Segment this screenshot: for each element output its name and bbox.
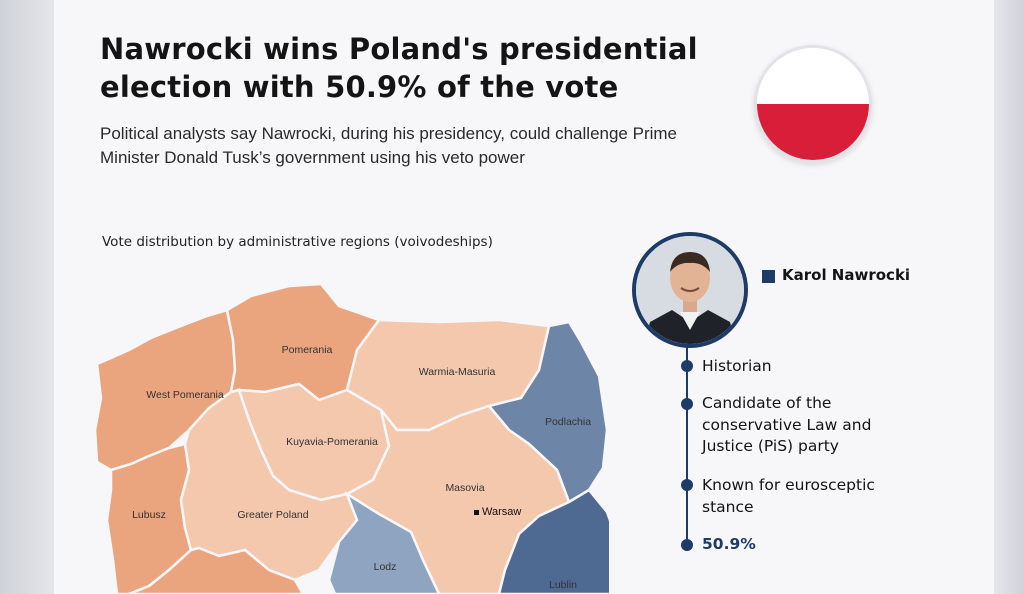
fact-item: Historian [702,357,772,375]
region-label: Warmia-Masuria [419,366,496,378]
region-label: Masovia [445,482,484,494]
legend-marker [762,270,775,283]
timeline-dot-icon [681,539,693,551]
region-label: Lodz [374,561,397,573]
map-label: Vote distribution by administrative regi… [102,234,493,250]
headline: Nawrocki wins Poland's presidential elec… [100,32,698,104]
infographic-card: Nawrocki wins Poland's presidential elec… [54,0,994,594]
avatar [632,232,748,348]
poland-flag-icon [754,45,872,163]
region-label: Kuyavia-Pomerania [286,436,378,448]
region-label: Lubusz [132,509,166,521]
flag-white-band [757,48,869,104]
region-label: Pomerania [282,344,333,356]
subheadline: Political analysts say Nawrocki, during … [100,124,678,167]
candidate-name: Karol Nawrocki [782,266,911,284]
fact-item: Known for eurosceptic stance [702,476,875,516]
timeline-dot-icon [681,398,693,410]
voivodeship-map: West Pomerania Pomerania Warmia-Masuria … [93,282,609,594]
region-lodz [327,490,441,594]
region-lublin [497,488,609,594]
portrait-icon [636,236,744,344]
background-right [994,0,1024,594]
city-label: Warsaw [482,506,521,518]
region-label: West Pomerania [146,389,224,401]
timeline-dot-icon [681,479,693,491]
background-left [0,0,54,594]
region-lower-silesia [128,546,305,594]
capital-marker-icon [474,510,479,515]
timeline-line [686,344,688,548]
vote-share: 50.9% [702,535,756,553]
region-label: Podlachia [545,416,591,428]
region-label: Greater Poland [237,509,308,521]
flag-red-band [757,104,869,160]
region-label: Lublin [549,579,577,591]
timeline-dot-icon [681,360,693,372]
fact-item: Candidate of the conservative Law and Ju… [702,394,872,455]
